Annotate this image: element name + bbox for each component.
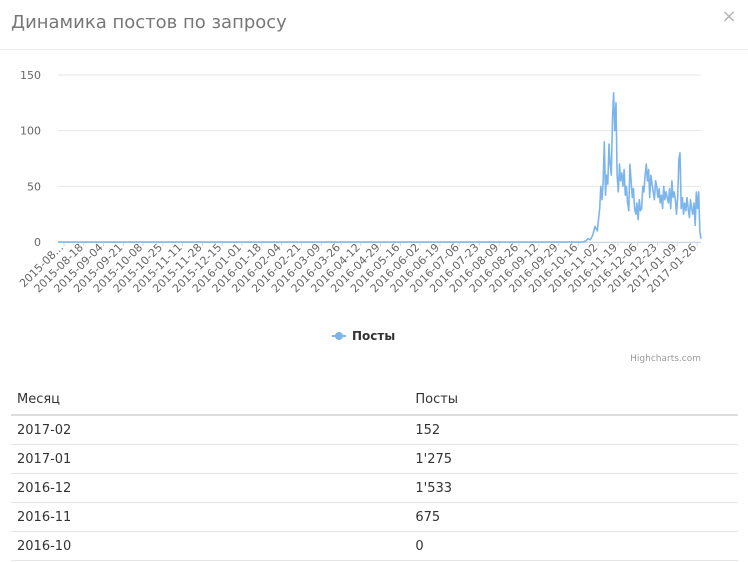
cell-posts: 1'533 bbox=[409, 473, 738, 503]
table-row: 2016-12 1'533 bbox=[11, 473, 738, 503]
y-tick-label: 50 bbox=[27, 180, 41, 193]
dialog-title: Динамика постов по запросу bbox=[11, 12, 287, 33]
y-tick-label: 150 bbox=[20, 69, 41, 82]
table-row: 2016-11 675 bbox=[11, 502, 738, 532]
dialog-header: Динамика постов по запросу × bbox=[0, 0, 748, 50]
y-axis: 0 50 100 150 bbox=[20, 69, 41, 249]
column-header-posts: Посты bbox=[409, 384, 738, 416]
table-header-row: Месяц Посты bbox=[11, 384, 738, 416]
legend-marker-icon bbox=[335, 332, 343, 340]
posts-line-chart: 0 50 100 150 2015-08...2015-08-182015-09-04… bbox=[17, 69, 702, 364]
chart-legend[interactable]: Посты bbox=[332, 329, 395, 343]
table-row: 2017-02 152 bbox=[11, 415, 738, 445]
cell-posts: 0 bbox=[409, 531, 738, 561]
cell-posts: 152 bbox=[409, 415, 738, 445]
cell-month: 2016-12 bbox=[11, 473, 410, 503]
credits-link[interactable]: Highcharts.com bbox=[630, 354, 701, 364]
y-tick-label: 100 bbox=[20, 125, 41, 138]
posts-table: Месяц Посты 2017-02 152 2017-01 1'275 20… bbox=[11, 384, 738, 561]
cell-posts: 1'275 bbox=[409, 444, 738, 474]
series-line-posts[interactable] bbox=[58, 91, 702, 243]
cell-month: 2017-01 bbox=[11, 444, 410, 474]
legend-item-posts[interactable]: Посты bbox=[352, 329, 395, 343]
y-tick-label: 0 bbox=[34, 236, 41, 249]
cell-month: 2016-11 bbox=[11, 502, 410, 532]
x-axis: 2015-08...2015-08-182015-09-042015-09-21… bbox=[17, 241, 701, 295]
cell-month: 2016-10 bbox=[11, 531, 410, 561]
close-icon[interactable]: × bbox=[718, 6, 740, 28]
cell-month: 2017-02 bbox=[11, 415, 410, 445]
chart-series bbox=[58, 91, 702, 243]
column-header-month: Месяц bbox=[11, 384, 410, 416]
table-row: 2016-10 0 bbox=[11, 531, 738, 561]
table-row: 2017-01 1'275 bbox=[11, 444, 738, 474]
cell-posts: 675 bbox=[409, 502, 738, 532]
